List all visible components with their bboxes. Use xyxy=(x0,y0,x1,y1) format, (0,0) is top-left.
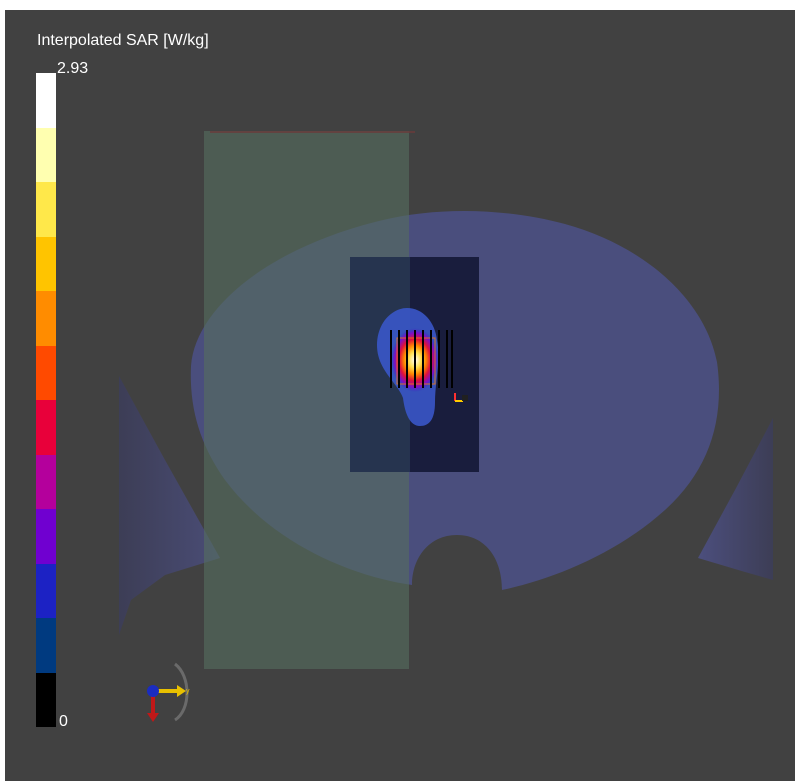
colorbar-segment xyxy=(36,127,56,182)
gizmo-y-label: y xyxy=(186,688,190,695)
phantom-side-right xyxy=(698,418,773,580)
colorbar-segment xyxy=(36,509,56,564)
colorbar-min-label: 0 xyxy=(59,713,68,730)
probe-grid xyxy=(390,330,453,388)
colorbar-title: Interpolated SAR [W/kg] xyxy=(37,32,209,49)
colorbar-max-label: 2.93 xyxy=(57,60,89,77)
sar-scene[interactable]: y xyxy=(5,10,795,781)
colorbar xyxy=(36,73,56,727)
orientation-gizmo[interactable]: y xyxy=(147,662,190,722)
colorbar-segment xyxy=(36,73,56,128)
local-axis-marker xyxy=(454,393,468,402)
3d-viewport[interactable]: y Interpolated SAR [W/kg] 2.93 0 xyxy=(5,10,795,781)
colorbar-segment xyxy=(36,236,56,291)
colorbar-segment xyxy=(36,400,56,455)
colorbar-segment xyxy=(36,618,56,673)
colorbar-segment xyxy=(36,454,56,509)
colorbar-segment xyxy=(36,672,56,727)
colorbar-segment xyxy=(36,291,56,346)
phantom-side-left xyxy=(119,376,220,635)
colorbar-segment xyxy=(36,563,56,618)
colorbar-segment xyxy=(36,182,56,237)
colorbar-segment xyxy=(36,345,56,400)
